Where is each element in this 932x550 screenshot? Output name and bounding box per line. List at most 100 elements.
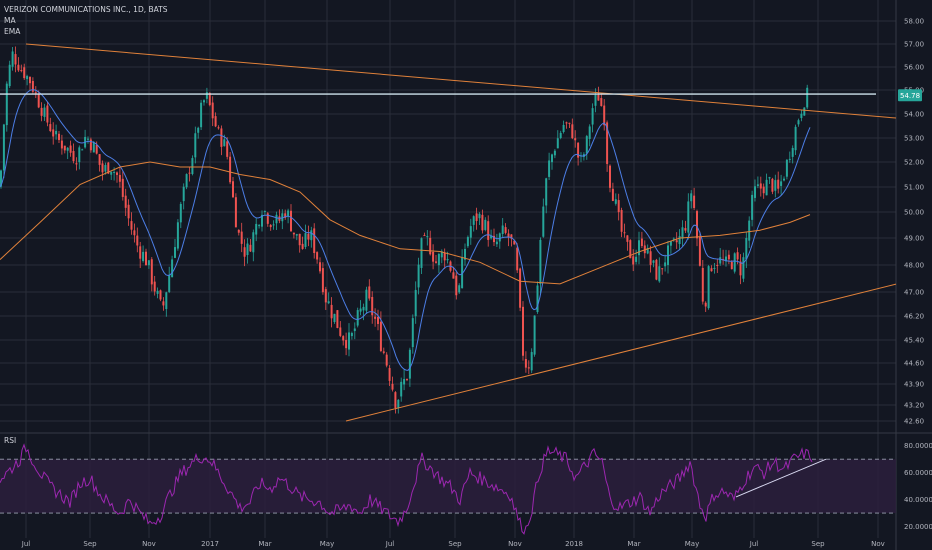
- candle-body: [304, 233, 307, 247]
- candle-body: [63, 145, 66, 151]
- candle-body: [321, 268, 324, 293]
- x-tick-label: Nov: [871, 540, 885, 548]
- candle-body: [365, 289, 368, 311]
- candle-body: [609, 165, 611, 188]
- candle-body: [159, 290, 162, 300]
- candle-body: [5, 83, 8, 126]
- ema-indicator-label[interactable]: EMA: [4, 27, 21, 36]
- candle-body: [246, 243, 249, 256]
- candle-body: [626, 235, 629, 242]
- candle-body: [208, 92, 211, 106]
- candle-body: [788, 158, 791, 160]
- candle-body: [261, 214, 263, 227]
- candle-body: [437, 253, 440, 266]
- candle-body: [350, 333, 353, 337]
- candle-body: [330, 304, 333, 319]
- candle-body: [243, 247, 246, 257]
- y-tick-label: 42.60: [904, 418, 924, 426]
- candle-body: [153, 281, 156, 292]
- candle-body: [461, 257, 464, 289]
- candle-body: [394, 392, 397, 408]
- candle-body: [232, 181, 234, 198]
- lower-trendline: [345, 283, 897, 422]
- candle-body: [185, 174, 188, 188]
- candle-body: [17, 64, 20, 71]
- candle-body: [678, 236, 681, 244]
- candle-body: [46, 105, 49, 123]
- rsi-pane[interactable]: [0, 443, 896, 535]
- candle-body: [635, 256, 638, 262]
- candle-body: [104, 165, 107, 172]
- candle-body: [513, 240, 516, 245]
- candle-body: [577, 142, 580, 158]
- candle-body: [182, 186, 185, 202]
- candle-body: [11, 51, 14, 67]
- candle-body: [780, 181, 783, 186]
- candle-body: [0, 170, 2, 187]
- candle-body: [400, 381, 403, 397]
- candle-body: [298, 233, 301, 246]
- candle-body: [121, 178, 124, 197]
- candle-body: [762, 186, 765, 194]
- candle-body: [116, 172, 118, 175]
- candle-body: [759, 183, 762, 189]
- rsi-tick-label: 80.0000: [904, 442, 932, 450]
- candle-body: [139, 246, 142, 259]
- candle-body: [701, 267, 704, 302]
- candle-body: [510, 234, 513, 239]
- candle-body: [14, 54, 17, 65]
- ma-indicator-label[interactable]: MA: [4, 16, 16, 25]
- candle-body: [629, 240, 632, 259]
- y-tick-label: 54.00: [904, 111, 924, 119]
- candle-body: [484, 219, 487, 230]
- x-tick-label: Mar: [258, 540, 271, 548]
- candle-body: [478, 213, 481, 219]
- candle-body: [78, 147, 81, 163]
- candle-body: [127, 204, 130, 219]
- candle-body: [194, 133, 197, 158]
- candle-body: [58, 133, 60, 140]
- rsi-indicator-label[interactable]: RSI: [4, 436, 16, 445]
- price-pane[interactable]: [0, 43, 897, 422]
- candle-body: [81, 149, 84, 151]
- candle-body: [806, 87, 809, 108]
- candle-body: [197, 127, 200, 133]
- candle-body: [696, 211, 698, 239]
- candle-body: [327, 301, 330, 304]
- ema-line: [0, 89, 811, 371]
- candle-body: [588, 126, 591, 139]
- candle-body: [217, 127, 220, 129]
- axes: Jul Sep Nov 2017 Mar May Jul Sep Nov 2018 Mar May Ju…: [21, 18, 932, 549]
- candle-body: [774, 180, 777, 191]
- candle-body: [524, 358, 527, 368]
- candle-body: [623, 232, 626, 234]
- candle-body: [751, 194, 754, 220]
- candle-body: [730, 261, 733, 270]
- candle-body: [800, 113, 803, 119]
- candle-body: [307, 233, 310, 240]
- candle-body: [736, 252, 739, 260]
- candle-body: [443, 252, 446, 261]
- candle-body: [179, 203, 182, 223]
- candle-body: [37, 94, 40, 108]
- candle-body: [411, 318, 414, 348]
- candle-body: [408, 349, 411, 379]
- candle-body: [516, 247, 519, 271]
- candle-body: [142, 251, 145, 262]
- candle-body: [690, 193, 693, 202]
- candle-body: [545, 178, 548, 206]
- y-tick-label: 53.00: [904, 135, 924, 143]
- candle-body: [29, 76, 31, 84]
- candle-body: [565, 122, 568, 124]
- candle-body: [258, 225, 261, 227]
- candle-body: [649, 251, 652, 265]
- candle-body: [571, 124, 574, 139]
- candle-body: [2, 124, 5, 171]
- candle-body: [255, 223, 258, 235]
- y-tick-label: 47.00: [904, 289, 924, 297]
- candle-body: [614, 199, 617, 204]
- candle-body: [655, 259, 658, 280]
- candle-body: [548, 160, 551, 177]
